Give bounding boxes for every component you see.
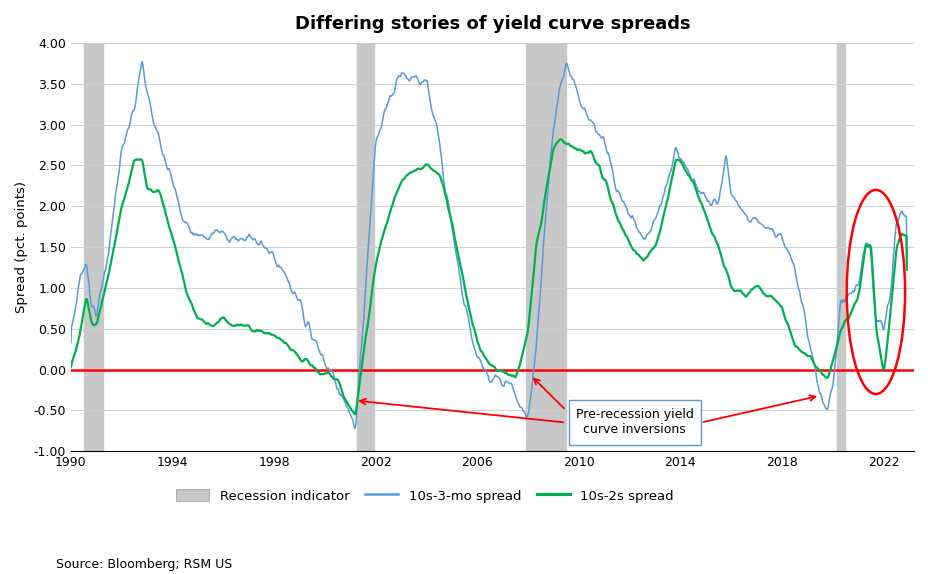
Text: Pre-recession yield
curve inversions: Pre-recession yield curve inversions <box>575 408 693 436</box>
Text: Source: Bloomberg; RSM US: Source: Bloomberg; RSM US <box>56 558 232 571</box>
Bar <box>356 43 373 451</box>
Legend: Recession indicator, 10s-3-mo spread, 10s-2s spread: Recession indicator, 10s-3-mo spread, 10… <box>171 484 678 508</box>
Y-axis label: Spread (pct. points): Spread (pct. points) <box>15 181 28 313</box>
Bar <box>836 43 844 451</box>
Title: Differing stories of yield curve spreads: Differing stories of yield curve spreads <box>294 15 690 33</box>
Bar <box>84 43 103 451</box>
FancyBboxPatch shape <box>568 400 700 445</box>
Bar <box>525 43 565 451</box>
